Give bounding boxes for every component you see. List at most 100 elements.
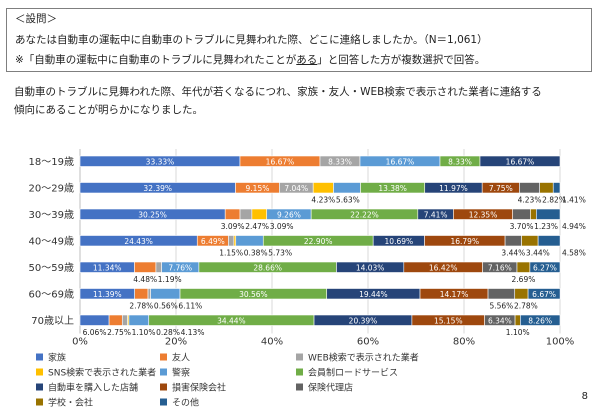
data-label: 7.16% bbox=[488, 263, 512, 272]
legend-swatch bbox=[296, 368, 303, 376]
data-label: 14.03% bbox=[356, 263, 385, 272]
category-label: 60～69歳 bbox=[29, 288, 74, 300]
data-label: 9.15% bbox=[246, 184, 270, 193]
question-note: ※「自動車の運転中に自動車のトラブルに見舞われたことがある」と回答した方が複数選… bbox=[15, 53, 485, 67]
bar-segment bbox=[536, 208, 561, 220]
legend-swatch bbox=[160, 368, 167, 376]
x-tick-label: 60% bbox=[357, 337, 379, 348]
legend-swatch bbox=[296, 383, 303, 391]
question-heading: ＜設問＞ bbox=[15, 13, 57, 25]
data-label: 32.39% bbox=[143, 184, 172, 193]
data-label: 8.33% bbox=[448, 157, 472, 166]
legend-label: 会員制ロードサービス bbox=[308, 367, 398, 379]
data-label: 4.48% bbox=[133, 275, 157, 284]
data-label: 5.73% bbox=[268, 249, 292, 258]
data-label: 12.35% bbox=[469, 210, 498, 219]
data-label: 28.66% bbox=[253, 263, 282, 272]
legend-label: 損害保険会社 bbox=[172, 382, 226, 394]
bar-segment bbox=[512, 208, 531, 220]
bar-segment bbox=[147, 288, 152, 300]
data-label: 3.70% bbox=[510, 222, 534, 231]
data-label: 19.44% bbox=[359, 290, 388, 299]
data-label: 6.27% bbox=[533, 263, 557, 272]
bar-segment bbox=[333, 182, 361, 194]
bar-segment bbox=[134, 261, 157, 273]
data-label: 1.15% bbox=[219, 249, 243, 258]
bar-segment bbox=[239, 208, 253, 220]
legend-swatch bbox=[160, 383, 167, 391]
data-label: 2.78% bbox=[129, 302, 153, 311]
question-box: ＜設問＞ あなたは自動車の運転中に自動車のトラブルに見舞われた際、どこに連絡しま… bbox=[6, 8, 592, 72]
bar-segment bbox=[121, 314, 128, 326]
legend-label: SNS検索で表示された業者 bbox=[48, 367, 156, 379]
bar-segment bbox=[150, 288, 181, 300]
data-label: 1.10% bbox=[132, 328, 156, 337]
data-label: 4.13% bbox=[181, 328, 205, 337]
bar-segment bbox=[527, 288, 561, 300]
question-text: あなたは自動車の運転中に自動車のトラブルに見舞われた際、どこに連絡しましたか。（… bbox=[15, 34, 488, 46]
data-label: 8.33% bbox=[328, 157, 352, 166]
data-label: 0.56% bbox=[154, 302, 178, 311]
data-label: 6.49% bbox=[201, 237, 225, 246]
data-label: 2.78% bbox=[514, 302, 538, 311]
data-label: 7.41% bbox=[424, 210, 448, 219]
data-label: 1.19% bbox=[158, 275, 182, 284]
legend-label: その他 bbox=[172, 397, 199, 409]
bar-segment bbox=[235, 235, 264, 247]
legend-label: 保険代理店 bbox=[308, 382, 353, 394]
bar-segment bbox=[514, 288, 529, 300]
data-label: 2.75% bbox=[107, 328, 131, 337]
data-label: 1.41% bbox=[562, 196, 586, 205]
bar-segment bbox=[519, 182, 540, 194]
data-label: 6.06% bbox=[83, 328, 107, 337]
data-label: 5.56% bbox=[489, 302, 513, 311]
question-note-before: ※「自動車の運転中に自動車のトラブルに見舞われたことが bbox=[15, 54, 297, 66]
data-label: 0.28% bbox=[156, 328, 180, 337]
data-label: 16.79% bbox=[450, 237, 479, 246]
legend-swatch bbox=[36, 368, 43, 376]
x-tick-label: 100% bbox=[546, 337, 575, 348]
legend-swatch bbox=[36, 353, 43, 361]
category-label: 40～49歳 bbox=[29, 235, 74, 247]
category-label: 30～39歳 bbox=[29, 209, 74, 221]
data-label: 3.09% bbox=[221, 222, 245, 231]
legend-swatch bbox=[36, 398, 43, 406]
bar-segment bbox=[251, 208, 268, 220]
data-label: 11.34% bbox=[93, 263, 122, 272]
data-label: 4.23% bbox=[311, 196, 335, 205]
bar-segment bbox=[108, 314, 123, 326]
data-label: 9.26% bbox=[277, 210, 301, 219]
x-tick-label: 80% bbox=[453, 337, 475, 348]
data-label: 1.23% bbox=[534, 222, 558, 231]
legend-swatch bbox=[160, 353, 167, 361]
bar-segment bbox=[487, 288, 516, 300]
data-label: 7.75% bbox=[489, 184, 513, 193]
legend-label: 友人 bbox=[172, 352, 190, 364]
category-label: 20～29歳 bbox=[29, 182, 74, 194]
bar-segment bbox=[128, 314, 150, 326]
data-label: 2.69% bbox=[512, 275, 536, 284]
bar-segment bbox=[552, 182, 561, 194]
data-label: 16.42% bbox=[429, 263, 458, 272]
data-label: 5.63% bbox=[336, 196, 360, 205]
data-label: 2.82% bbox=[542, 196, 566, 205]
data-label: 20.39% bbox=[349, 316, 378, 325]
data-label: 22.22% bbox=[350, 210, 379, 219]
data-label: 34.44% bbox=[217, 316, 246, 325]
data-label: 3.44% bbox=[501, 249, 525, 258]
bar-segment bbox=[312, 182, 334, 194]
data-label: 4.23% bbox=[518, 196, 542, 205]
data-label: 4.94% bbox=[562, 222, 586, 231]
question-note-after: 」と回答した方が複数選択で回答。 bbox=[317, 54, 486, 66]
data-label: 8.26% bbox=[528, 316, 552, 325]
summary-line-1: 自動車のトラブルに見舞われた際、年代が若くなるにつれ、家族・友人・WEB検索で表… bbox=[14, 86, 542, 98]
bar-segment bbox=[521, 235, 539, 247]
legend-label: 学校・会社 bbox=[48, 397, 93, 409]
legend-label: WEB検索で表示された業者 bbox=[308, 352, 419, 364]
data-label: 7.04% bbox=[284, 184, 308, 193]
data-label: 24.43% bbox=[124, 237, 153, 246]
data-label: 16.67% bbox=[266, 157, 295, 166]
legend-swatch bbox=[36, 383, 43, 391]
legend-label: 家族 bbox=[48, 352, 66, 364]
category-label: 50～59歳 bbox=[29, 262, 74, 274]
